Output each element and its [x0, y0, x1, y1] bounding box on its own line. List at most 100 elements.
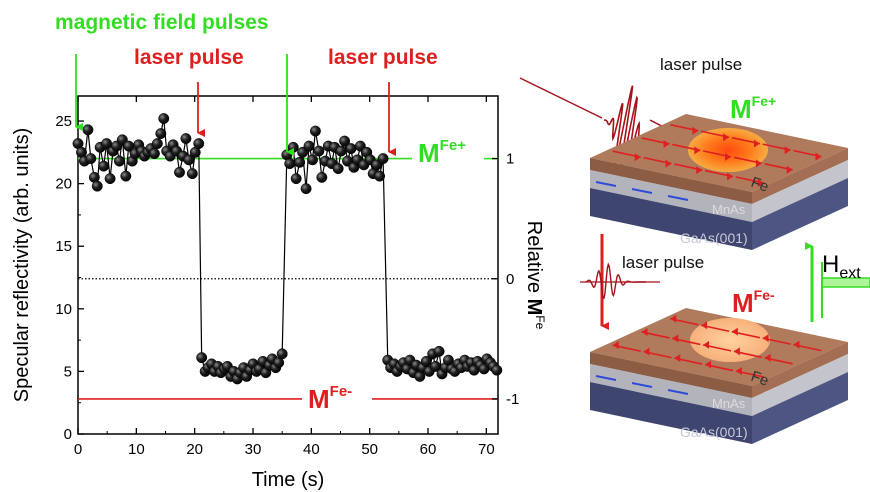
- data-point: [193, 138, 205, 150]
- diagram-mnas-bottom: MnAs: [712, 396, 746, 411]
- data-point: [335, 145, 347, 157]
- data-point: [174, 166, 185, 178]
- data-point: [151, 138, 163, 150]
- substrate-arrow: [667, 195, 689, 201]
- data-point: [290, 173, 302, 185]
- magnetization-arrowhead: [725, 152, 732, 161]
- substrate-arrow: [667, 389, 689, 395]
- data-point: [113, 155, 125, 167]
- x-tick-label: 40: [303, 441, 320, 458]
- x-tick-label: 70: [478, 441, 495, 458]
- x-tick-label: 60: [420, 441, 437, 458]
- magnetization-arrowhead: [753, 139, 760, 148]
- substrate-arrow: [595, 375, 617, 381]
- sample-top: Fe MnAs GaAs(001): [590, 114, 848, 250]
- magnetization-arrowhead: [674, 354, 681, 363]
- plot-frame: [77, 95, 499, 435]
- magnetization-arrowhead: [701, 321, 708, 330]
- field-arrow-up: [805, 242, 870, 322]
- diagram-m-bottom-sup: Fe-: [754, 287, 775, 303]
- magnetization-arrowhead: [786, 165, 793, 174]
- data-point: [120, 170, 132, 182]
- data-point: [339, 135, 351, 147]
- diagram-h-sub: ext: [839, 265, 861, 282]
- data-point: [91, 180, 103, 192]
- magnetization-arrowhead: [696, 166, 703, 175]
- series-points: [72, 113, 503, 385]
- magnetization-arrowhead: [727, 172, 734, 181]
- y-tick-label: 5: [64, 363, 72, 380]
- laser-spot-cool: [690, 318, 770, 362]
- pulse-arrows: [75, 54, 396, 156]
- magnetization-arrowhead: [757, 179, 764, 187]
- magnetization-arrowhead: [643, 347, 650, 356]
- m-fe-minus-letter: M: [308, 384, 330, 414]
- magnetization-arrowhead: [672, 334, 679, 343]
- data-point: [420, 355, 432, 367]
- data-point: [345, 143, 357, 155]
- diagram-laser-pulse-mid: laser pulse: [622, 253, 704, 272]
- substrate-arrow: [631, 382, 653, 388]
- x-axis-title: Time (s): [252, 469, 325, 491]
- data-point: [186, 168, 198, 180]
- x-tick-label: 20: [186, 441, 203, 458]
- data-point: [284, 158, 296, 170]
- x-tick-label: 0: [74, 441, 82, 458]
- data-point: [98, 160, 110, 172]
- data-point: [155, 128, 167, 140]
- diagram-laser-pulse-top: laser pulse: [660, 55, 742, 74]
- magnetization-arrowhead: [731, 327, 738, 336]
- axis-ticks: [77, 96, 498, 435]
- x-tick-label: 30: [245, 441, 262, 458]
- diagram-fe-top: Fe: [749, 174, 771, 196]
- magnetization-arrowhead: [762, 334, 769, 343]
- laser-arrow-down: [580, 234, 660, 330]
- right-axis-title-m: M: [523, 299, 545, 316]
- magnetization-arrowhead: [665, 159, 672, 168]
- magnetization-arrowhead: [703, 340, 710, 349]
- diagram-gaas-bottom: GaAs(001): [680, 424, 748, 440]
- data-point: [309, 125, 321, 137]
- data-point: [183, 154, 195, 166]
- magnetization-arrowhead: [663, 139, 670, 148]
- data-point: [433, 345, 445, 357]
- data-point: [374, 170, 386, 182]
- m-fe-plus-letter: M: [418, 138, 440, 168]
- x-tick-label: 50: [361, 441, 378, 458]
- data-point: [287, 141, 299, 153]
- x-tick-label: 10: [128, 441, 145, 458]
- data-point: [294, 156, 306, 168]
- magnetization-arrowhead: [764, 353, 771, 362]
- right-axis-title-sup: Fe: [533, 315, 547, 329]
- magnetization-arrowhead: [634, 153, 641, 162]
- m-fe-plus-sup: Fe+: [440, 137, 467, 154]
- right-tick-label: -1: [506, 391, 519, 408]
- data-point: [377, 153, 389, 165]
- magnetization-arrowhead: [723, 133, 730, 142]
- data-point: [332, 163, 344, 175]
- data-point: [196, 352, 208, 364]
- y-tick-label: 0: [64, 426, 72, 443]
- data-point: [303, 140, 315, 152]
- right-axis-title: Relative MFe: [523, 221, 547, 330]
- magnetization-arrowhead: [793, 340, 800, 349]
- data-point: [491, 364, 503, 376]
- substrate-arrow: [595, 181, 617, 187]
- data-point: [104, 173, 116, 185]
- data-point: [316, 171, 328, 183]
- right-tick-label: 0: [506, 271, 514, 288]
- y-tick-label: 10: [55, 301, 72, 318]
- magnetization-arrowhead: [641, 327, 648, 336]
- magnetization-arrowhead: [755, 159, 762, 168]
- m-fe-minus-label: MFe-: [308, 383, 352, 414]
- magnetization-arrowhead: [670, 314, 677, 323]
- diagram-gaas-top: GaAs(001): [680, 230, 748, 246]
- y-tick-label: 15: [55, 238, 72, 255]
- diagram-m-bottom-letter: M: [732, 288, 754, 318]
- magnetization-arrowhead: [705, 360, 712, 369]
- data-point: [82, 124, 94, 136]
- magnetization-arrowhead: [735, 367, 742, 375]
- m-fe-plus-label: MFe+: [418, 137, 466, 168]
